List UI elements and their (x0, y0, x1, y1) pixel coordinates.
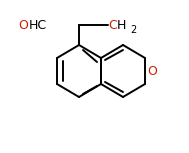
Text: C: C (108, 19, 117, 32)
Text: H: H (117, 19, 126, 32)
Text: O: O (147, 65, 157, 78)
Text: O: O (18, 19, 28, 32)
Text: 2: 2 (130, 25, 136, 35)
Text: HC: HC (29, 19, 47, 32)
